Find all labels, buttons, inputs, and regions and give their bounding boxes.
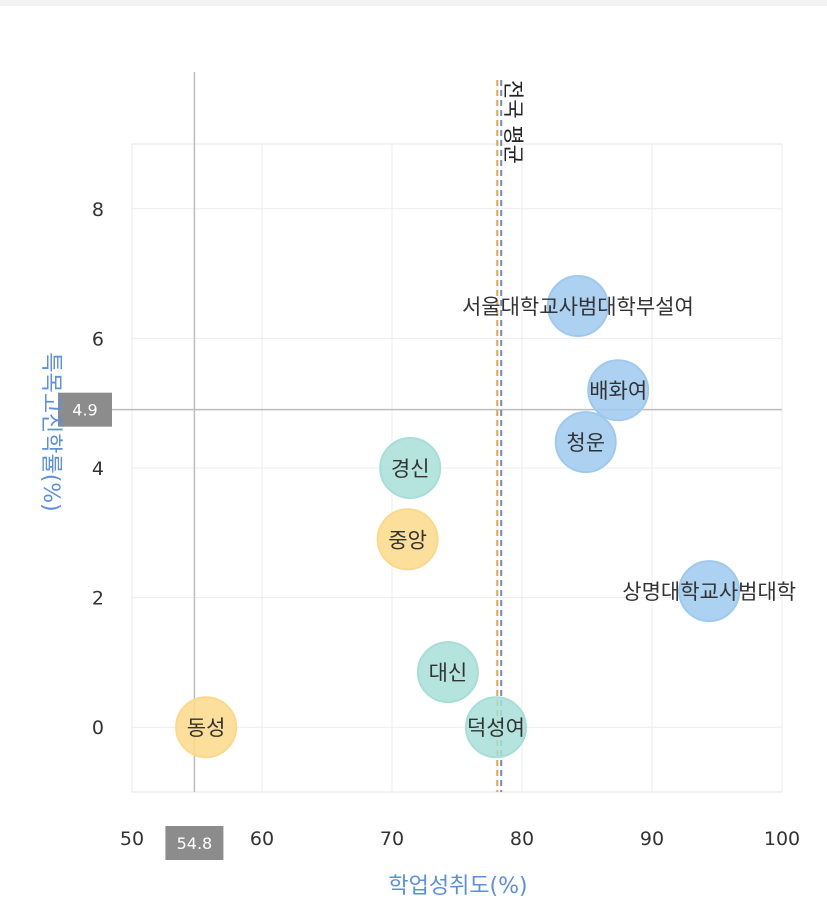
y-tick-label: 4 <box>92 458 104 480</box>
bubble <box>554 411 617 474</box>
bubble <box>416 641 479 704</box>
bubble <box>546 275 609 337</box>
bubble-label: 경신 <box>391 457 430 481</box>
x-tick-label: 100 <box>764 828 800 850</box>
y-tick-label: 6 <box>92 328 104 350</box>
x-reference-badge <box>165 826 224 860</box>
bubble <box>175 696 238 759</box>
mean-line-label: 전국 평균 <box>501 80 525 164</box>
bubble-label: 배화여 <box>589 379 647 403</box>
bubble <box>379 437 442 499</box>
bubble-label: 서울대학교사범대학부설여 <box>462 295 694 319</box>
bubble-label: 청운 <box>566 431 605 455</box>
x-reference-badge-label: 54.8 <box>177 834 213 853</box>
bubble-label: 덕성여 <box>467 716 525 740</box>
y-tick-label: 8 <box>92 199 104 221</box>
x-tick-label: 70 <box>380 828 404 850</box>
x-tick-label: 80 <box>510 828 534 850</box>
y-tick-label: 0 <box>92 717 104 739</box>
x-tick-label: 60 <box>250 828 274 850</box>
reference-lines <box>110 72 782 792</box>
bubble <box>465 696 527 759</box>
bubble <box>678 560 741 623</box>
y-axis-title: 특목고진학률(%) <box>38 352 63 512</box>
x-tick-label: 50 <box>120 828 144 850</box>
bubble-label: 동성 <box>187 716 226 740</box>
mean-lines <box>496 80 503 792</box>
grid-lines <box>131 143 783 793</box>
y-reference-badge <box>58 392 112 427</box>
bubble-label: 대신 <box>429 661 468 685</box>
bubble <box>376 508 439 571</box>
top-bar <box>0 0 827 6</box>
reference-badges: 54.8 4.9 <box>58 392 224 860</box>
x-tick-label: 90 <box>640 828 664 850</box>
y-tick-label: 2 <box>92 588 104 610</box>
bubble-label: 상명대학교사범대학 <box>622 580 796 604</box>
bubble <box>587 359 650 422</box>
tick-labels: 50 60 70 80 90 100 0 2 4 6 8 <box>92 199 800 850</box>
x-axis-title: 학업성취도(%) <box>388 874 527 899</box>
y-reference-badge-label: 4.9 <box>72 401 97 420</box>
bubble-label: 중앙 <box>388 528 427 552</box>
